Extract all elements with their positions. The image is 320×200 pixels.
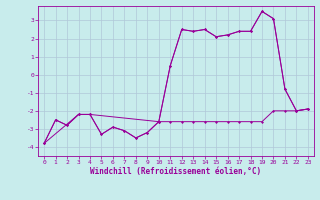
- X-axis label: Windchill (Refroidissement éolien,°C): Windchill (Refroidissement éolien,°C): [91, 167, 261, 176]
